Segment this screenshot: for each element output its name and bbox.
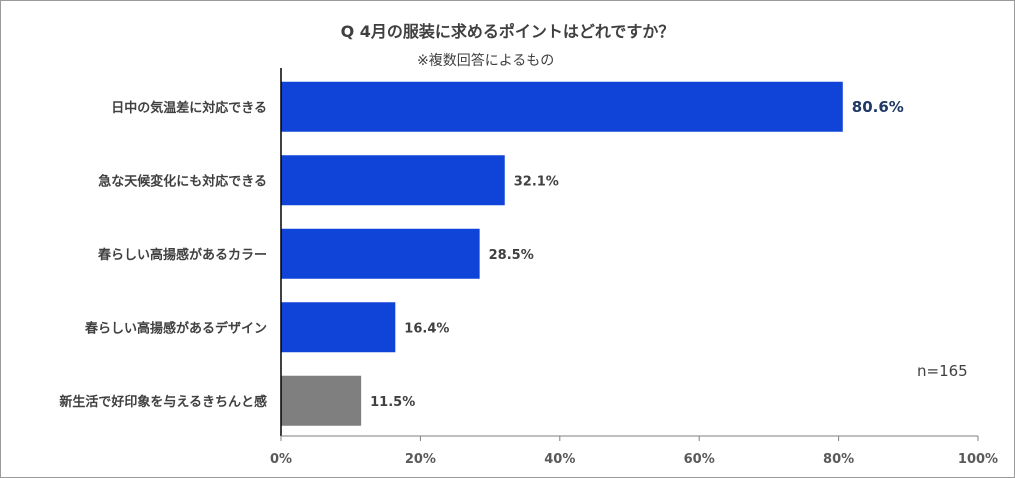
data-label: 11.5%	[370, 395, 415, 410]
chart-title: Q 4月の服装に求めるポイントはどれですか？	[340, 22, 675, 41]
x-tick-label: 100%	[958, 452, 998, 467]
data-label: 32.1%	[514, 174, 559, 189]
category-label: 春らしい高揚感があるデザイン	[84, 320, 267, 336]
data-label: 28.5%	[489, 248, 534, 263]
bar	[281, 228, 480, 279]
data-label: 16.4%	[404, 321, 449, 336]
category-label: 日中の気温差に対応できる	[111, 100, 267, 116]
x-tick-label: 0%	[270, 452, 292, 467]
x-tick-label: 60%	[684, 452, 715, 467]
bar	[281, 81, 843, 132]
category-label: 新生活で好印象を与えるきちんと感	[59, 394, 267, 410]
category-label: 急な天候変化にも対応できる	[98, 173, 267, 189]
chart-subtitle: ※複数回答によるもの	[417, 53, 555, 69]
bar	[281, 155, 505, 206]
category-label: 春らしい高揚感があるカラー	[97, 247, 267, 263]
bar	[281, 375, 362, 426]
x-tick-label: 80%	[823, 452, 854, 467]
data-label: 80.6%	[852, 98, 904, 116]
sample-size-label: n=165	[917, 362, 968, 380]
x-tick-label: 40%	[544, 452, 575, 467]
bar	[281, 302, 396, 353]
x-tick-label: 20%	[405, 452, 436, 467]
